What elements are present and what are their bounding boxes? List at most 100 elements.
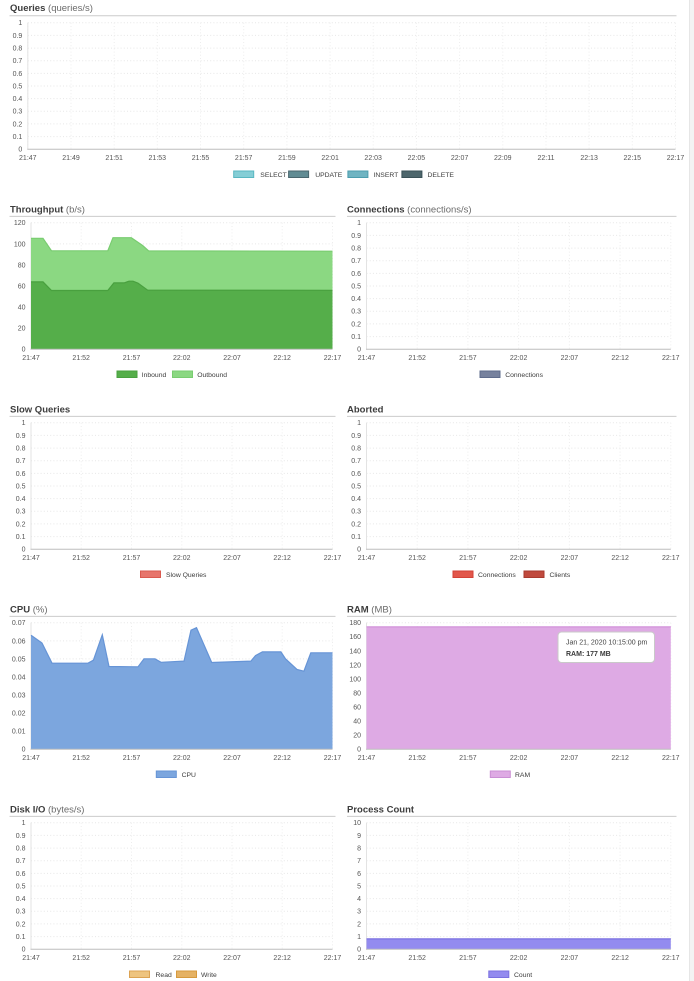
svg-text:Connections: Connections: [478, 572, 516, 579]
svg-text:22:07: 22:07: [223, 355, 241, 362]
svg-text:21:47: 21:47: [358, 555, 376, 562]
svg-text:21:47: 21:47: [22, 755, 40, 762]
svg-text:21:47: 21:47: [22, 355, 40, 362]
svg-text:0.1: 0.1: [351, 534, 361, 541]
svg-text:21:52: 21:52: [408, 955, 426, 962]
svg-text:0.5: 0.5: [13, 83, 23, 90]
svg-text:80: 80: [18, 262, 26, 269]
svg-text:21:52: 21:52: [72, 955, 90, 962]
svg-text:Process Count: Process Count: [347, 804, 415, 815]
svg-text:0.4: 0.4: [16, 896, 26, 903]
svg-text:0.1: 0.1: [351, 334, 361, 341]
svg-text:22:17: 22:17: [324, 755, 342, 762]
svg-text:Connections (connections/s): Connections (connections/s): [347, 204, 472, 215]
svg-text:0.2: 0.2: [351, 521, 361, 528]
svg-text:22:12: 22:12: [273, 555, 291, 562]
svg-text:0.7: 0.7: [351, 458, 361, 465]
svg-text:0.4: 0.4: [13, 96, 23, 103]
svg-text:180: 180: [349, 620, 361, 627]
svg-text:1: 1: [18, 20, 22, 27]
svg-text:21:55: 21:55: [192, 155, 210, 162]
svg-text:Write: Write: [201, 972, 217, 979]
svg-text:1: 1: [22, 420, 26, 427]
svg-text:22:07: 22:07: [561, 755, 579, 762]
svg-text:140: 140: [349, 648, 361, 655]
svg-text:0.8: 0.8: [16, 446, 26, 453]
svg-text:100: 100: [14, 241, 26, 248]
svg-text:0.5: 0.5: [16, 483, 26, 490]
svg-text:22:03: 22:03: [364, 155, 382, 162]
svg-text:22:02: 22:02: [173, 955, 191, 962]
svg-text:4: 4: [357, 896, 361, 903]
svg-text:120: 120: [14, 220, 26, 227]
svg-text:21:51: 21:51: [105, 155, 123, 162]
svg-text:Connections: Connections: [505, 372, 543, 379]
svg-text:3: 3: [357, 909, 361, 916]
svg-text:22:13: 22:13: [580, 155, 598, 162]
svg-text:UPDATE: UPDATE: [315, 172, 343, 179]
svg-text:1: 1: [357, 934, 361, 941]
svg-text:22:01: 22:01: [321, 155, 339, 162]
svg-text:0.7: 0.7: [16, 458, 26, 465]
svg-text:0: 0: [357, 947, 361, 954]
svg-text:Queries (queries/s): Queries (queries/s): [10, 3, 93, 14]
svg-text:21:57: 21:57: [459, 555, 477, 562]
svg-text:RAM: RAM: [515, 772, 530, 779]
svg-text:21:47: 21:47: [358, 955, 376, 962]
svg-text:22:02: 22:02: [173, 555, 191, 562]
svg-text:21:52: 21:52: [72, 355, 90, 362]
svg-text:Clients: Clients: [550, 572, 571, 579]
svg-text:9: 9: [357, 833, 361, 840]
svg-text:0: 0: [357, 347, 361, 354]
svg-text:0.6: 0.6: [13, 71, 23, 78]
svg-text:0.4: 0.4: [351, 496, 361, 503]
svg-text:22:17: 22:17: [324, 555, 342, 562]
svg-text:Throughput (b/s): Throughput (b/s): [10, 204, 85, 215]
svg-text:21:47: 21:47: [358, 755, 376, 762]
svg-text:21:57: 21:57: [235, 155, 253, 162]
svg-text:1: 1: [357, 420, 361, 427]
svg-text:0.5: 0.5: [351, 483, 361, 490]
svg-text:0.05: 0.05: [12, 656, 26, 663]
svg-text:0.8: 0.8: [351, 246, 361, 253]
svg-text:21:52: 21:52: [72, 555, 90, 562]
svg-text:21:47: 21:47: [22, 955, 40, 962]
svg-text:20: 20: [353, 733, 361, 740]
svg-text:22:12: 22:12: [273, 355, 291, 362]
svg-text:22:07: 22:07: [223, 555, 241, 562]
svg-text:22:12: 22:12: [611, 755, 629, 762]
svg-text:0.2: 0.2: [16, 521, 26, 528]
svg-text:2: 2: [357, 921, 361, 928]
svg-text:21:53: 21:53: [149, 155, 167, 162]
svg-text:7: 7: [357, 858, 361, 865]
svg-text:CPU: CPU: [182, 772, 196, 779]
svg-text:0.2: 0.2: [16, 921, 26, 928]
svg-text:22:02: 22:02: [510, 755, 528, 762]
svg-text:DELETE: DELETE: [428, 172, 455, 179]
svg-text:0: 0: [22, 947, 26, 954]
svg-text:0.8: 0.8: [16, 846, 26, 853]
svg-text:22:17: 22:17: [662, 355, 680, 362]
svg-text:21:57: 21:57: [123, 955, 141, 962]
svg-text:120: 120: [349, 662, 361, 669]
svg-text:21:57: 21:57: [123, 755, 141, 762]
svg-text:0.9: 0.9: [13, 33, 23, 40]
svg-text:0.1: 0.1: [16, 934, 26, 941]
svg-text:0: 0: [22, 547, 26, 554]
svg-text:0.04: 0.04: [12, 674, 26, 681]
svg-text:21:57: 21:57: [459, 355, 477, 362]
svg-text:0.7: 0.7: [351, 258, 361, 265]
svg-text:Count: Count: [514, 972, 532, 979]
svg-text:0: 0: [18, 147, 22, 154]
svg-text:22:02: 22:02: [173, 755, 191, 762]
svg-text:22:12: 22:12: [611, 955, 629, 962]
svg-text:Aborted: Aborted: [347, 404, 384, 415]
svg-text:22:09: 22:09: [494, 155, 512, 162]
svg-text:RAM (MB): RAM (MB): [347, 604, 392, 615]
svg-text:22:12: 22:12: [611, 355, 629, 362]
svg-text:Outbound: Outbound: [197, 372, 227, 379]
svg-text:0.3: 0.3: [351, 309, 361, 316]
svg-text:22:05: 22:05: [408, 155, 426, 162]
svg-text:1: 1: [357, 220, 361, 227]
svg-text:0: 0: [357, 547, 361, 554]
